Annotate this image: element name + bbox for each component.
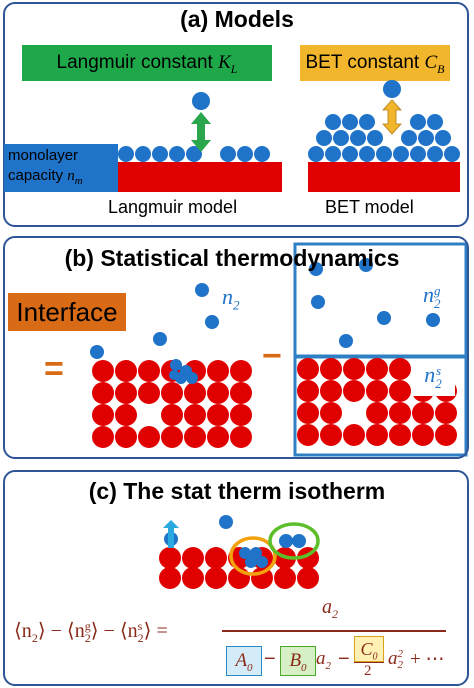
langmuir-constant-label: Langmuir constant bbox=[56, 52, 213, 73]
bet-free-molecule bbox=[383, 80, 401, 98]
interface-substrate bbox=[92, 360, 252, 448]
panel-a-title: (a) Models bbox=[180, 6, 294, 32]
bet-symbol-sub: B bbox=[437, 61, 445, 76]
monolayer-label: monolayer bbox=[8, 147, 79, 164]
bet-constant-label: BET constant bbox=[305, 52, 420, 73]
c0-box: C0 bbox=[354, 636, 384, 663]
gas-box-molecules bbox=[309, 258, 440, 348]
langmuir-free-molecule bbox=[192, 92, 210, 110]
b0-box: B0 bbox=[280, 646, 316, 676]
b0-term: a2 bbox=[316, 648, 331, 672]
monolayer-symbol: n bbox=[67, 168, 75, 184]
monolayer-capacity-box: monolayer capacity nm bbox=[4, 144, 118, 192]
bet-constant-box: BET constant CB bbox=[300, 45, 450, 81]
isotherm-substrate bbox=[159, 547, 319, 589]
fraction-bar bbox=[222, 630, 446, 632]
bet-symbol: C bbox=[424, 52, 438, 73]
equals-sign: = bbox=[44, 350, 64, 388]
bet-substrate bbox=[308, 162, 460, 192]
isotherm-orange-circle bbox=[229, 536, 277, 576]
bet-layer-1 bbox=[308, 146, 460, 162]
n2-label: n2 bbox=[222, 284, 240, 313]
capacity-label: capacity bbox=[8, 167, 64, 184]
bet-exchange-arrow bbox=[382, 99, 402, 135]
b0-minus: − bbox=[338, 648, 350, 670]
isotherm-numerator: a2 bbox=[322, 596, 338, 621]
c0-fraction-bar bbox=[354, 662, 384, 663]
series-tail: + ⋯ bbox=[410, 649, 445, 670]
panel-c-isotherm bbox=[3, 470, 469, 686]
panel-a-models bbox=[3, 2, 469, 227]
isotherm-exchange-arrow bbox=[163, 520, 179, 548]
minus-sign: − bbox=[262, 337, 282, 375]
langmuir-substrate bbox=[118, 162, 282, 192]
panel-b-title: (b) Statistical thermodynamics bbox=[64, 245, 400, 271]
isotherm-equation-lhs: ⟨n2⟩ − ⟨n g 2 ⟩ − ⟨n s 2 ⟩ = bbox=[14, 619, 168, 646]
panel-b-statistical-thermodynamics bbox=[3, 236, 469, 459]
monolayer-symbol-sub: m bbox=[74, 175, 83, 187]
langmuir-exchange-arrow bbox=[191, 112, 211, 152]
a0-box: A0 bbox=[226, 646, 262, 676]
panel-c-title: (c) The stat therm isotherm bbox=[88, 478, 386, 504]
langmuir-constant-box: Langmuir constant KL bbox=[22, 45, 272, 81]
interface-adsorbed-molecules bbox=[169, 359, 198, 384]
interface-box: Interface bbox=[8, 293, 126, 331]
langmuir-monolayer bbox=[118, 146, 270, 162]
isotherm-green-circle bbox=[268, 522, 320, 560]
c0-denominator: 2 bbox=[364, 663, 372, 679]
interface-gas-molecules bbox=[90, 283, 219, 359]
langmuir-symbol-sub: L bbox=[230, 61, 238, 76]
bet-model-caption: BET model bbox=[325, 197, 414, 217]
a0-minus: − bbox=[264, 648, 276, 670]
bet-layer-3 bbox=[325, 114, 443, 130]
bet-layer-2 bbox=[316, 130, 451, 146]
langmuir-model-caption: Langmuir model bbox=[108, 197, 238, 217]
langmuir-symbol: K bbox=[218, 52, 231, 73]
